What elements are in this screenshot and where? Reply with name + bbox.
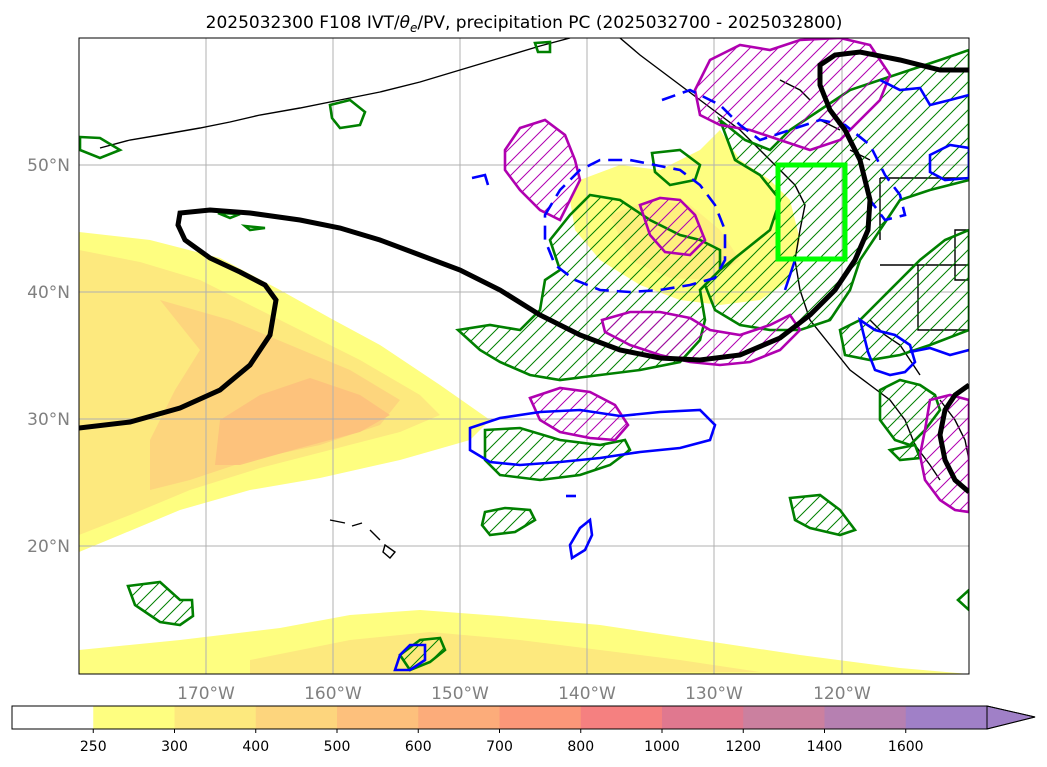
- lon-label-170w: 170°W: [177, 684, 235, 704]
- colorbar-segment: [905, 706, 988, 729]
- colorbar-tick-label: 1600: [888, 739, 924, 755]
- colorbar-segment: [824, 706, 907, 729]
- colorbar-segment: [743, 706, 825, 729]
- colorbar-tick-label: 1400: [807, 739, 843, 755]
- colorbar-segment: [580, 706, 663, 729]
- colorbar-ticks: 250 300 400 500 600 700 800 1000 1200 1400 1600: [80, 729, 924, 755]
- lat-label-30n: 30°N: [27, 410, 70, 430]
- colorbar-segment: [337, 706, 419, 729]
- lon-label-120w: 120°W: [813, 684, 871, 704]
- colorbar-tick-label: 1000: [644, 739, 680, 755]
- colorbar-tick-label: 700: [486, 739, 513, 755]
- region-box: [775, 162, 848, 262]
- colorbar-extend-arrow: [986, 705, 1036, 730]
- colorbar-tick-label: 250: [80, 739, 107, 755]
- colorbar-tick-label: 500: [324, 739, 351, 755]
- lon-label-160w: 160°W: [304, 684, 362, 704]
- colorbar-segment: [255, 706, 338, 729]
- lat-label-20n: 20°N: [27, 537, 70, 557]
- lon-label-130w: 130°W: [685, 684, 743, 704]
- lat-label-50n: 50°N: [27, 156, 70, 176]
- colorbar-tick-label: 800: [567, 739, 594, 755]
- colorbar-segment: [93, 706, 175, 729]
- pv-contours-black: [79, 49, 969, 494]
- colorbar-segment: [499, 706, 582, 729]
- lon-label-150w: 150°W: [431, 684, 489, 704]
- colorbar-tick-label: 300: [161, 739, 188, 755]
- theta-e-contours-blue: [393, 78, 969, 672]
- lat-labels: 50°N 40°N 30°N 20°N: [27, 156, 70, 557]
- chart-title: 2025032300 F108 IVT/θe/PV, precipitation…: [206, 13, 843, 35]
- lon-labels: 170°W 160°W 150°W 140°W 130°W 120°W: [177, 684, 871, 704]
- colorbar-segment: [662, 706, 744, 729]
- colorbar-segment: [418, 706, 500, 729]
- colorbar-tick-label: 1200: [725, 739, 761, 755]
- colorbar-tick-label: 600: [405, 739, 432, 755]
- lat-label-40n: 40°N: [27, 283, 70, 303]
- colorbar-segment: [12, 706, 94, 729]
- colorbar-segments: [12, 706, 988, 729]
- colorbar-tick-label: 400: [242, 739, 269, 755]
- map-frame: [78, 37, 970, 675]
- colorbar-segment: [174, 706, 257, 729]
- map-panel: [79, 38, 969, 674]
- colorbar: 250 300 400 500 600 700 800 1000 1200 1400 1600: [11, 705, 1036, 755]
- colorbar-outline: [11, 705, 1036, 730]
- lon-label-140w: 140°W: [558, 684, 616, 704]
